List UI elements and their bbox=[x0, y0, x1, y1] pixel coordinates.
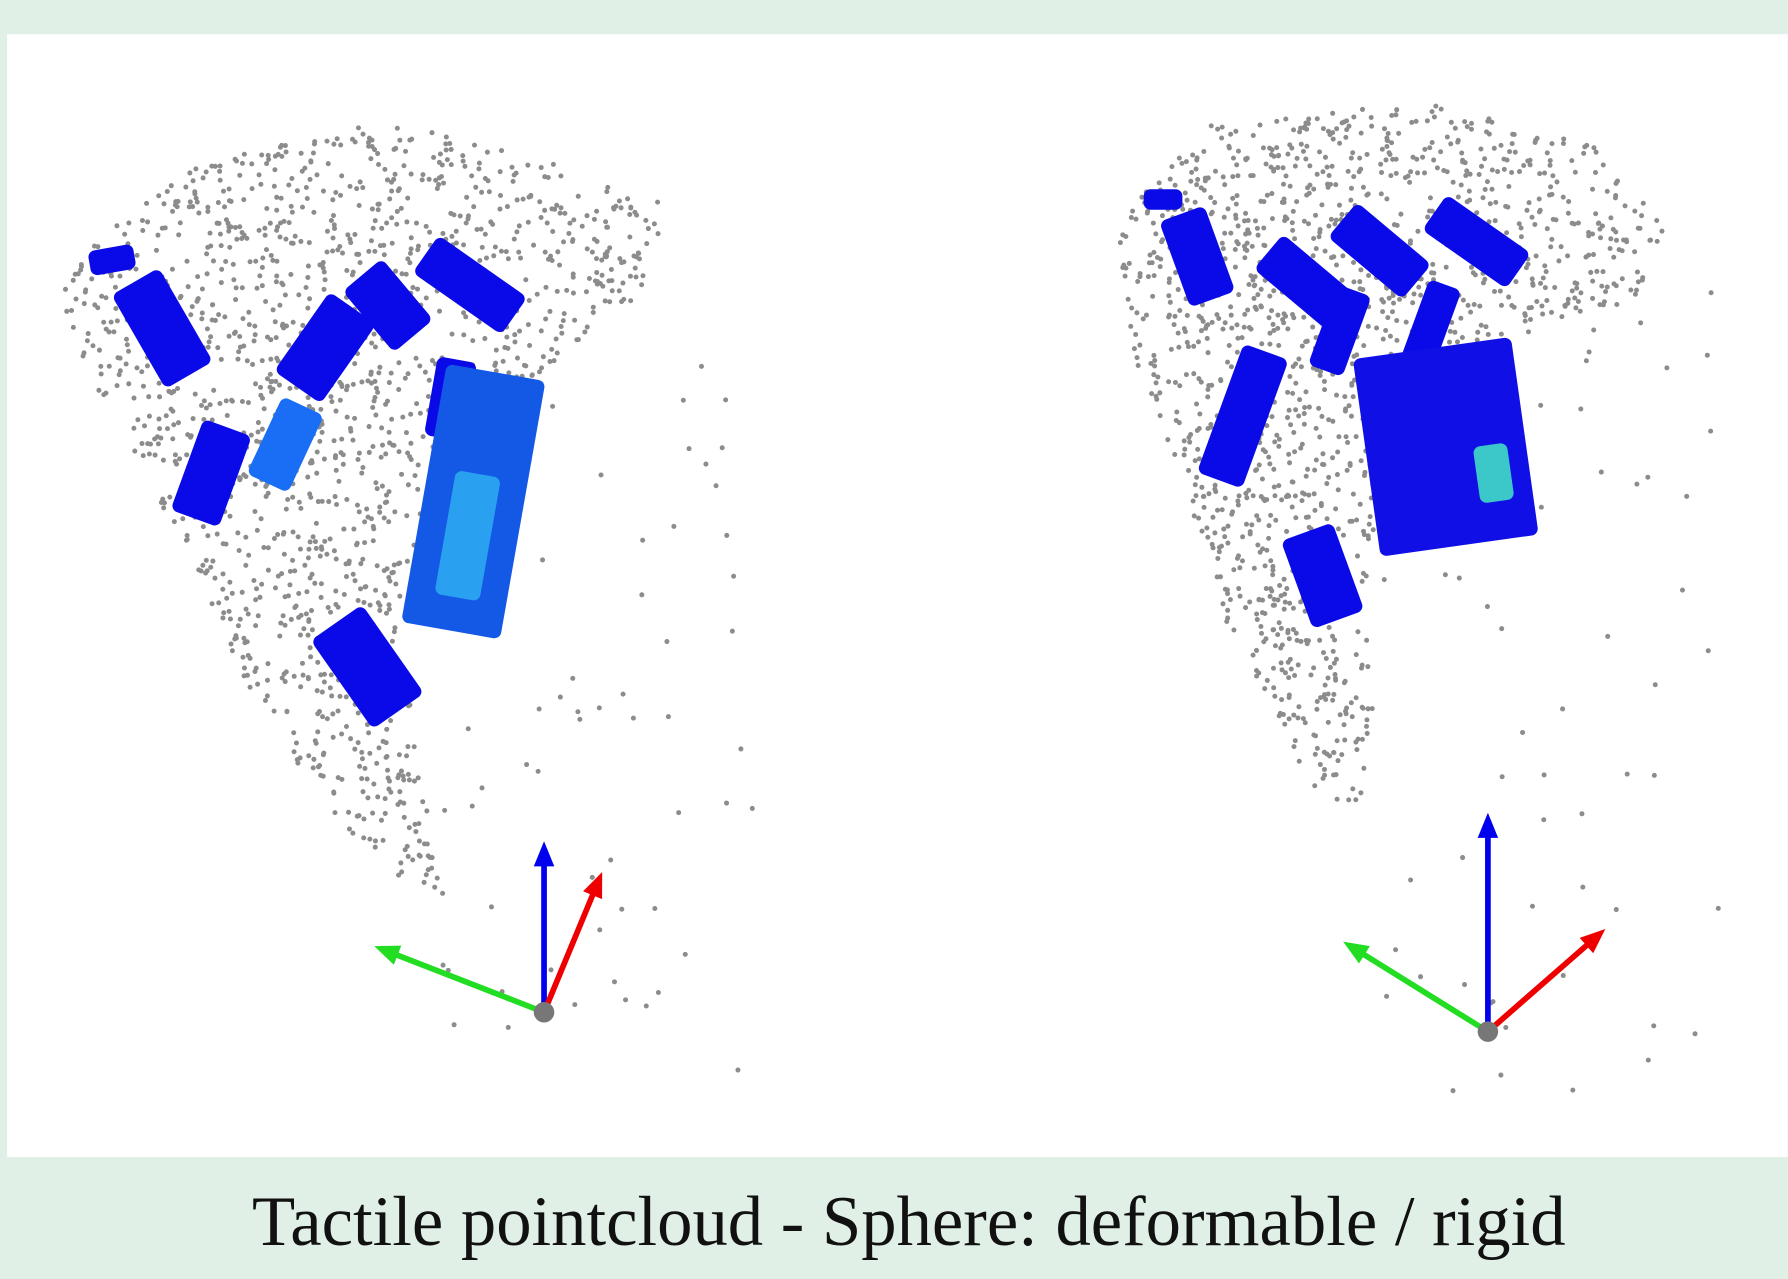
figure: Tactile pointcloud - Sphere: deformable … bbox=[0, 0, 1788, 1279]
image-panel bbox=[7, 34, 1788, 1157]
tactile-patch bbox=[1144, 189, 1183, 210]
tactile-patch bbox=[1353, 337, 1539, 557]
origin bbox=[1478, 1021, 1499, 1042]
page: Tactile pointcloud - Sphere: deformable … bbox=[0, 0, 1788, 1279]
origin bbox=[534, 1002, 555, 1023]
caption: Tactile pointcloud - Sphere: deformable … bbox=[252, 1183, 1566, 1261]
